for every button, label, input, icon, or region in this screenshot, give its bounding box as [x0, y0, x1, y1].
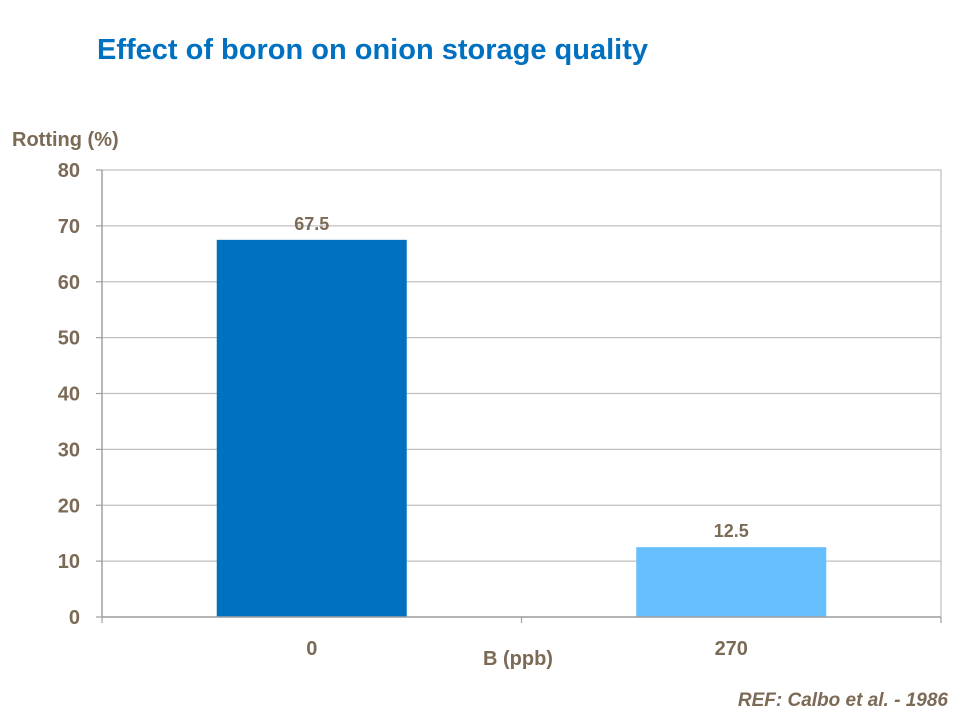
y-tick-label: 20 — [58, 495, 80, 517]
y-tick-label: 60 — [58, 272, 80, 294]
data-label: 12.5 — [714, 521, 749, 541]
y-tick-label: 70 — [58, 216, 80, 238]
x-tick-label: 270 — [715, 638, 748, 660]
reference-note: REF: Calbo et al. - 1986 — [737, 690, 948, 711]
bar-270 — [636, 547, 827, 617]
axes: 0 10 20 30 40 50 60 70 80 0 270 — [58, 160, 942, 660]
y-tick-label: 30 — [58, 439, 80, 461]
y-axis-label: Rotting (%) — [12, 129, 119, 151]
bars: 67.5 12.5 — [216, 214, 827, 617]
x-tick-label: 0 — [306, 638, 317, 660]
x-axis-label: B (ppb) — [483, 648, 553, 670]
y-tick-label: 80 — [58, 160, 80, 182]
bar-0 — [216, 239, 407, 617]
data-label: 67.5 — [294, 214, 329, 234]
y-tick-label: 0 — [69, 607, 80, 629]
y-tick-label: 40 — [58, 384, 80, 406]
y-tick-label: 10 — [58, 551, 80, 573]
chart-title: Effect of boron on onion storage quality — [97, 34, 648, 66]
y-tick-label: 50 — [58, 328, 80, 350]
